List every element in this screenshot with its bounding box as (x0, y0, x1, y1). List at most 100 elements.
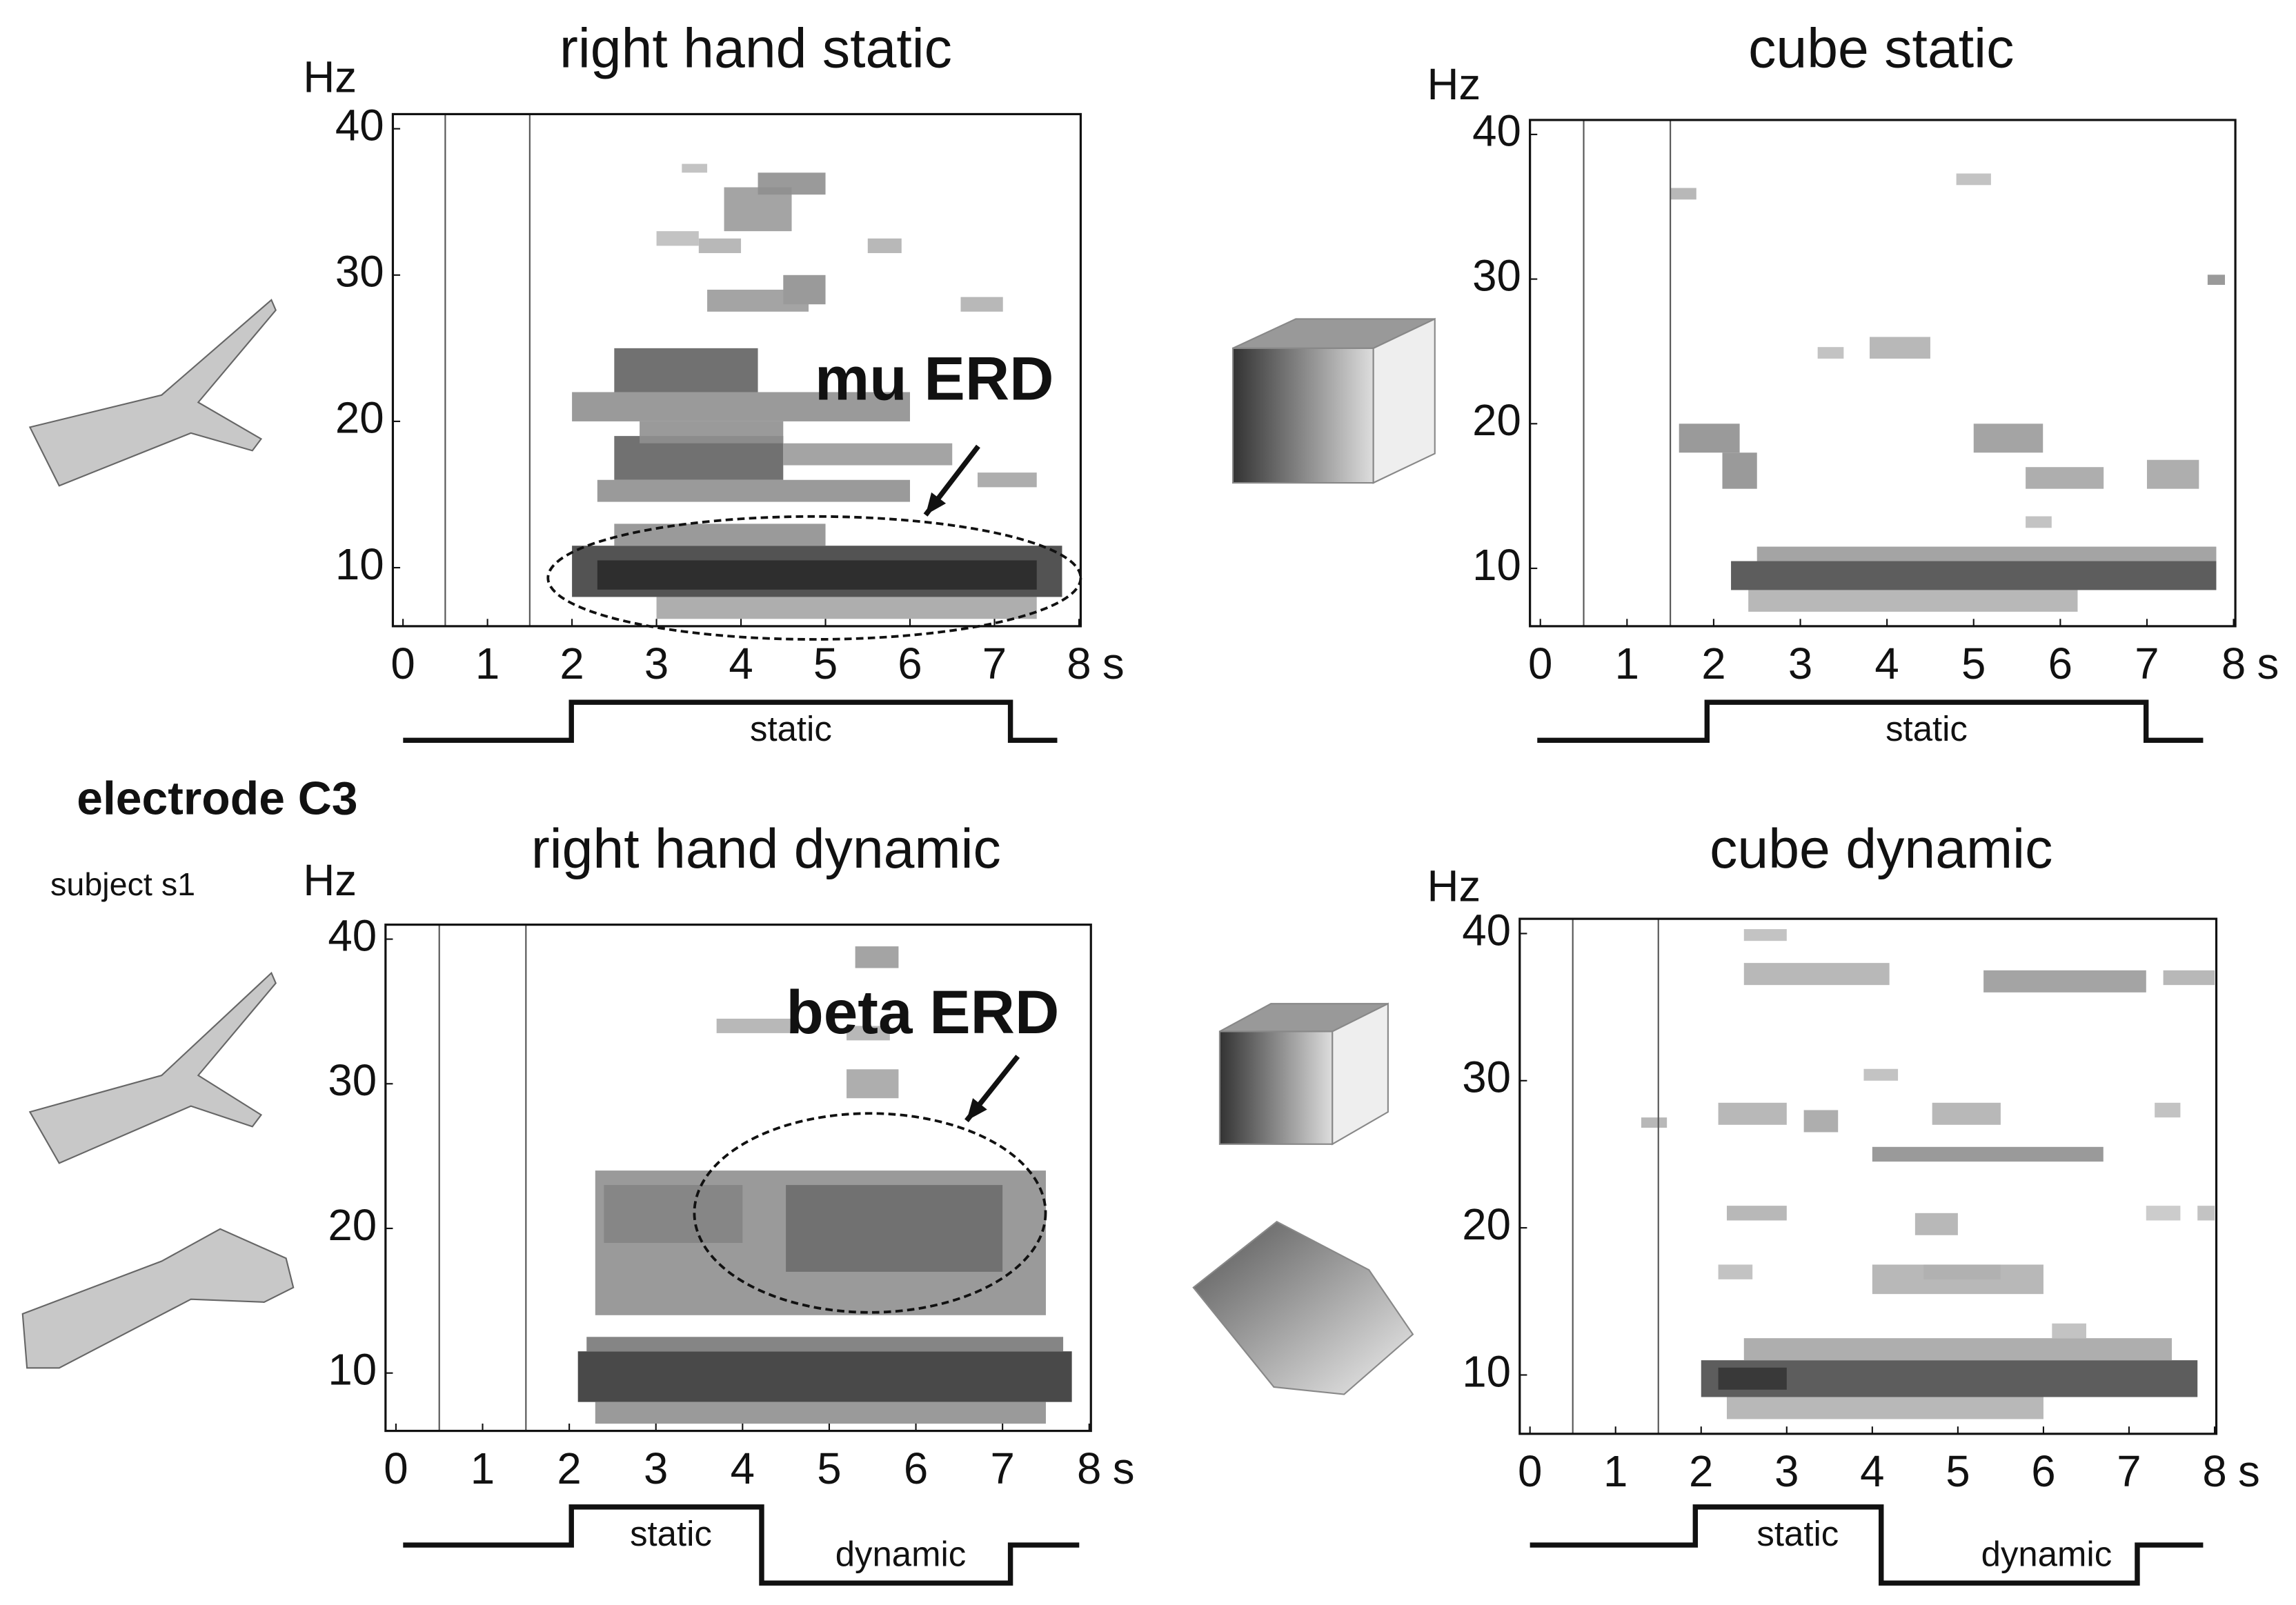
y-tick-label: 30 (1462, 1053, 1511, 1102)
x-tick-label: 6 (898, 639, 922, 688)
heat-cell (1726, 1397, 2043, 1419)
x-tick-label: 2 (557, 1444, 581, 1493)
x-tick-label: 3 (1788, 639, 1812, 688)
plot-frame (1518, 917, 2218, 1435)
heat-cell (1748, 590, 2078, 612)
heat-cell (2197, 1206, 2215, 1221)
x-tick-label: 0 (390, 639, 415, 688)
y-tick-label: 40 (1472, 107, 1521, 156)
x-tick-label: 8 (2202, 1447, 2226, 1496)
cube-icon (1192, 317, 1436, 1395)
heat-cell (847, 1026, 890, 1041)
x-unit: s (1113, 1444, 1135, 1493)
x-tick-label: 5 (813, 639, 838, 688)
y-tick-label: 10 (335, 540, 384, 589)
annotation-ellipse (546, 515, 1082, 641)
chart-title: right hand dynamic (531, 818, 1001, 880)
x-tick-label: 8 (1067, 639, 1091, 688)
x-tick-label: 8 (1077, 1444, 1101, 1493)
heat-cell (1870, 337, 1930, 359)
protocol-label: dynamic (1981, 1534, 2112, 1573)
annotation-ellipse (693, 1112, 1047, 1314)
heat-cell (2163, 970, 2215, 986)
heat-cell (977, 472, 1037, 488)
heat-cell (786, 1185, 1003, 1272)
heat-cell (597, 560, 1037, 590)
y-tick-label: 30 (328, 1056, 377, 1105)
subject-label: subject s1 (50, 866, 195, 902)
x-tick-label: 5 (1946, 1447, 1970, 1496)
heat-cell (1756, 546, 2217, 561)
x-tick-label: 0 (384, 1444, 408, 1493)
y-tick-label: 30 (1472, 251, 1521, 300)
protocol-label: static (750, 709, 832, 748)
heat-cell (682, 163, 708, 173)
x-tick-label: 1 (1615, 639, 1639, 688)
heat-cell (614, 348, 758, 392)
hand-icon (21, 299, 295, 1369)
electrode-label: electrode C3 (77, 772, 357, 824)
heat-cell (1641, 1117, 1667, 1128)
heat-cell (1914, 1213, 1958, 1235)
x-tick-label: 7 (990, 1444, 1014, 1493)
heat-cell (595, 1402, 1046, 1424)
x-tick-label: 5 (817, 1444, 841, 1493)
heat-cell (2052, 1323, 2086, 1339)
heat-cell (604, 1185, 743, 1243)
heat-cell (707, 290, 809, 312)
y-unit: Hz (303, 856, 357, 905)
x-tick-label: 0 (1528, 639, 1552, 688)
heat-cell (1722, 452, 1757, 489)
y-tick-label: 10 (328, 1346, 377, 1395)
x-tick-label: 6 (2031, 1447, 2055, 1496)
annotation-arrowhead (966, 1098, 987, 1121)
x-unit: s (2257, 639, 2279, 688)
y-unit: Hz (1427, 60, 1481, 109)
plot-frame (384, 924, 1092, 1433)
x-tick-label: 3 (644, 639, 669, 688)
heat-cell (1863, 1068, 1899, 1081)
heat-cell (656, 597, 1037, 619)
chart-title: cube static (1748, 18, 2014, 80)
heat-cell (2026, 516, 2052, 528)
x-unit: s (2238, 1447, 2260, 1496)
heat-cell (1743, 1338, 2173, 1361)
y-tick-label: 20 (328, 1201, 377, 1250)
x-tick-label: 5 (1961, 639, 1986, 688)
heat-cell (572, 392, 911, 421)
heat-cell (2146, 1206, 2181, 1221)
y-tick-label: 40 (335, 101, 384, 150)
heat-cell (1670, 188, 1696, 200)
x-tick-label: 3 (644, 1444, 668, 1493)
heat-cell (2155, 1102, 2181, 1118)
y-tick-label: 10 (1462, 1347, 1511, 1396)
x-tick-label: 4 (1860, 1447, 1884, 1496)
heat-cell (1718, 1367, 1787, 1390)
protocol-label: static (1886, 709, 1968, 748)
plot-frame (1529, 119, 2237, 628)
annotation-arrowhead (925, 492, 947, 515)
y-tick-label: 20 (335, 394, 384, 443)
heat-cell (1731, 561, 2217, 590)
heat-cell (586, 1337, 1064, 1352)
heat-cell (758, 172, 826, 195)
y-unit: Hz (1427, 862, 1481, 911)
y-tick-label: 40 (1462, 906, 1511, 955)
chart-title: cube dynamic (1710, 818, 2052, 880)
heat-cell (1718, 1102, 1787, 1125)
heat-cell (1973, 423, 2043, 453)
x-tick-label: 1 (1603, 1447, 1627, 1496)
heat-cell (640, 421, 784, 443)
heat-cell (1983, 970, 2146, 993)
x-tick-label: 1 (475, 639, 499, 688)
chart-title: right hand static (560, 18, 952, 80)
x-tick-label: 1 (471, 1444, 495, 1493)
heat-cell (1803, 1110, 1839, 1133)
plot-area (1530, 119, 2236, 626)
heat-cell (1718, 1264, 1753, 1279)
x-tick-label: 6 (904, 1444, 928, 1493)
y-tick-label: 20 (1472, 396, 1521, 445)
heat-cell (847, 1069, 899, 1099)
y-tick-label: 20 (1462, 1200, 1511, 1249)
